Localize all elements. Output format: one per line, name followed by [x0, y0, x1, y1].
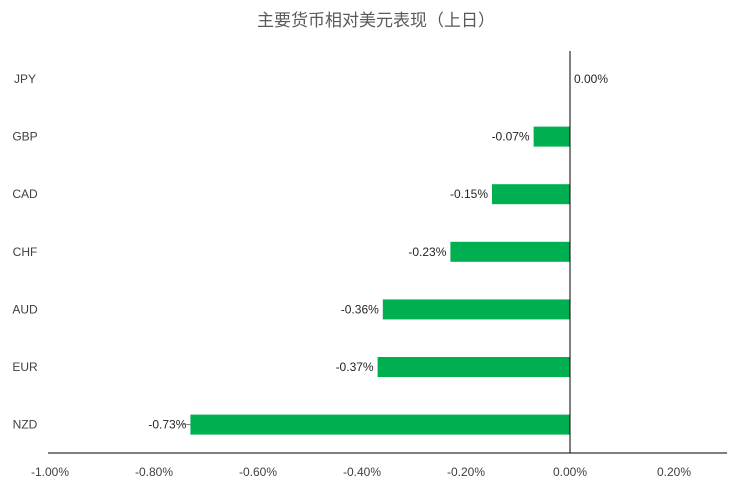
category-label: AUD: [12, 302, 38, 316]
category-label: NZD: [13, 418, 38, 432]
x-tick-label: 0.20%: [657, 465, 691, 479]
x-tick-label: -0.40%: [343, 465, 381, 479]
data-label: 0.00%: [574, 72, 608, 86]
bar: [377, 357, 570, 377]
bar: [492, 184, 570, 205]
data-label: -0.07%: [492, 130, 530, 144]
chart-title: 主要货币相对美元表现（上日）: [257, 11, 495, 31]
data-label: -0.73%: [148, 418, 186, 432]
bar: [382, 299, 570, 320]
bar: [450, 241, 570, 262]
category-label: GBP: [12, 130, 37, 144]
plot-area: JPY 0.00% GBP -0.07% CAD -0.15% CHF -0.23% AUD -0…: [12, 51, 727, 479]
x-tick-label: -0.80%: [135, 465, 173, 479]
data-label: -0.23%: [408, 245, 446, 259]
category-label: JPY: [14, 72, 36, 86]
data-label: -0.37%: [336, 360, 374, 374]
category-label: EUR: [12, 360, 38, 374]
data-label: -0.15%: [450, 187, 488, 201]
x-tick-label: 0.00%: [553, 465, 587, 479]
category-label: CAD: [12, 187, 38, 201]
x-tick-label: -1.00%: [31, 465, 69, 479]
bar: [190, 414, 570, 435]
category-label: CHF: [13, 245, 38, 259]
x-tick-label: -0.60%: [239, 465, 277, 479]
data-label: -0.36%: [341, 302, 379, 316]
bar: [533, 126, 570, 147]
x-tick-label: -0.20%: [447, 465, 485, 479]
